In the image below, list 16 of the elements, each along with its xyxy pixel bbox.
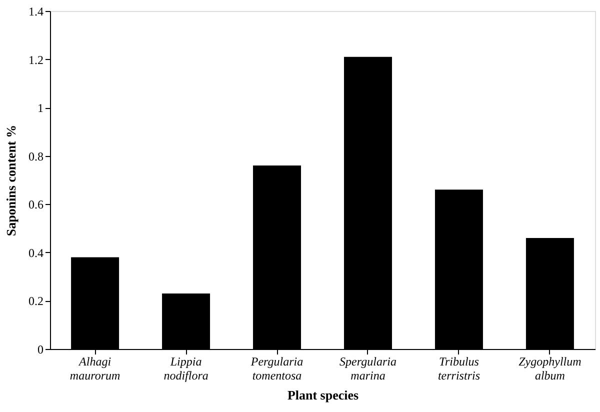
y-tick-label: 0.8 (28, 149, 44, 164)
y-tick-label: 0 (38, 342, 44, 356)
y-tick-label: 1.2 (28, 52, 44, 67)
x-tick-label: Lippia nodiflora (164, 354, 208, 382)
y-tick-label: 0.4 (28, 246, 44, 260)
x-tick-label: Zygophyllum album (518, 354, 582, 382)
y-tick-label: 1 (38, 101, 44, 116)
y-axis-title: Saponins content % (4, 124, 18, 236)
x-tick-label: Tribulus terristris (438, 354, 480, 382)
y-tick-label: 0.2 (28, 294, 44, 308)
y-tick-label: 1.4 (28, 4, 44, 18)
x-tick-label: Spergularia marina (340, 354, 396, 382)
y-tick-label: 0.6 (28, 198, 44, 212)
x-axis-title: Plant species (287, 388, 359, 402)
x-tick-label: Alhagi maurorum (70, 354, 120, 382)
x-tick-label: Pergularia tomentosa (250, 354, 304, 382)
